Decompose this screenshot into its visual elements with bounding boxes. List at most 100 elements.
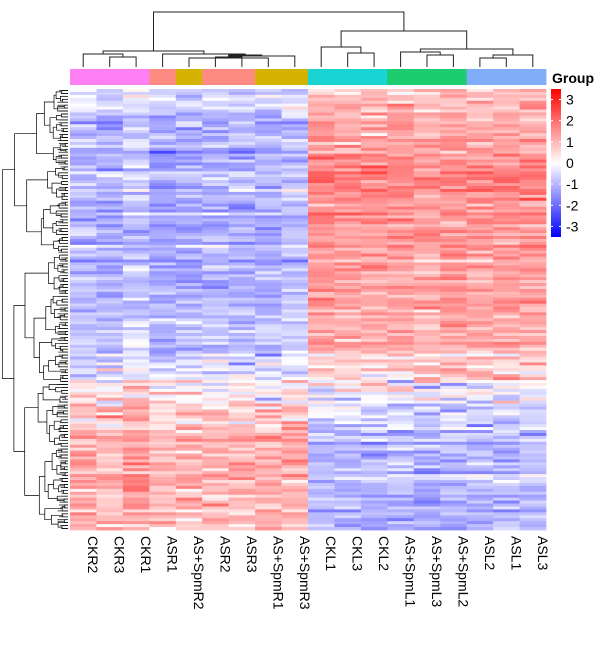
heatmap-cell <box>70 415 97 419</box>
heatmap-cell <box>334 488 362 493</box>
heatmap-cell <box>466 291 494 296</box>
heatmap-cell <box>70 283 97 287</box>
heatmap-cell <box>281 438 309 443</box>
heatmap-cell <box>202 488 230 493</box>
heatmap-cell <box>519 341 547 346</box>
heatmap-cell <box>96 103 124 108</box>
heatmap-cell <box>334 506 362 510</box>
heatmap-cell <box>202 338 230 343</box>
heatmap-cell <box>308 330 335 334</box>
heatmap-cell <box>387 112 415 116</box>
heatmap-cell <box>149 118 177 122</box>
heatmap-cell <box>413 241 441 246</box>
heatmap-cell <box>96 409 124 413</box>
heatmap-cell <box>413 477 441 481</box>
heatmap-cell <box>228 353 256 357</box>
heatmap-cell <box>493 259 520 263</box>
heatmap-cell <box>281 465 309 469</box>
heatmap-cell <box>440 488 468 493</box>
heatmap-cell <box>387 391 415 396</box>
heatmap-cell <box>202 188 230 193</box>
heatmap-cell <box>466 412 494 416</box>
heatmap-cell <box>202 297 230 302</box>
heatmap-cell <box>281 288 309 293</box>
heatmap-cell <box>493 197 520 202</box>
heatmap-cell <box>308 391 335 396</box>
heatmap-cell <box>308 512 335 516</box>
heatmap-cell <box>466 453 494 457</box>
heatmap-cell <box>149 233 177 237</box>
heatmap-cell <box>360 212 388 216</box>
heatmap-cell <box>96 406 124 410</box>
heatmap-cell <box>70 124 97 128</box>
heatmap-cell <box>493 480 520 484</box>
heatmap-cell <box>149 506 177 510</box>
heatmap-cell <box>493 482 520 487</box>
heatmap-cell <box>519 288 547 293</box>
heatmap-cell <box>70 406 97 410</box>
heatmap-cell <box>202 171 230 175</box>
dendrogram-branch <box>43 101 54 126</box>
heatmap-cell <box>466 283 494 287</box>
heatmap-cell <box>202 224 230 228</box>
heatmap-cell <box>360 432 388 437</box>
heatmap-cell <box>255 118 282 122</box>
heatmap-cell <box>334 347 362 352</box>
heatmap-cell <box>334 203 362 207</box>
heatmap-cell <box>281 335 309 340</box>
heatmap-cell <box>308 397 335 402</box>
heatmap-cell <box>175 171 203 175</box>
heatmap-cell <box>122 197 150 202</box>
heatmap-cell <box>255 230 282 234</box>
heatmap-cell <box>308 203 335 207</box>
heatmap-cell <box>466 103 494 108</box>
heatmap-cell <box>360 350 388 354</box>
heatmap-cell <box>493 300 520 305</box>
heatmap-cell <box>255 412 282 416</box>
heatmap-cell <box>149 191 177 196</box>
heatmap-cell <box>387 227 415 231</box>
heatmap-cell <box>70 150 97 155</box>
heatmap-cell <box>122 312 150 316</box>
dendrogram-branch <box>65 460 68 465</box>
heatmap-cell <box>360 491 388 496</box>
heatmap-cell <box>308 244 335 249</box>
heatmap-cell <box>255 482 282 487</box>
heatmap-cell <box>413 409 441 413</box>
heatmap-cell <box>202 89 230 93</box>
heatmap-cell <box>308 180 335 184</box>
heatmap-cell <box>255 333 282 337</box>
heatmap-cell <box>228 244 256 249</box>
heatmap-cell <box>175 500 203 504</box>
group-annotation-cell <box>70 69 97 85</box>
heatmap-cell <box>413 168 441 172</box>
heatmap-cell <box>387 109 415 113</box>
heatmap-cell <box>96 106 124 110</box>
dendrogram-branch <box>49 424 55 442</box>
heatmap-cell <box>122 191 150 196</box>
heatmap-cell <box>519 89 547 93</box>
heatmap-cell <box>334 397 362 402</box>
heatmap-cell <box>466 521 494 525</box>
heatmap-cell <box>519 306 547 310</box>
heatmap-cell <box>281 306 309 310</box>
heatmap-cell <box>413 391 441 396</box>
heatmap-cell <box>281 209 309 213</box>
heatmap-cell <box>149 194 177 199</box>
heatmap-cell <box>281 521 309 525</box>
heatmap-cell <box>149 103 177 108</box>
heatmap-cell <box>175 359 203 363</box>
heatmap-cell <box>519 424 547 428</box>
heatmap-cell <box>308 333 335 337</box>
heatmap-cell <box>70 200 97 205</box>
heatmap-cell <box>519 112 547 116</box>
heatmap-cell <box>175 497 203 501</box>
heatmap-cell <box>308 374 335 378</box>
dendrogram-branch <box>55 168 65 176</box>
heatmap-cell <box>122 488 150 493</box>
heatmap-cell <box>466 141 494 146</box>
heatmap-cell <box>255 174 282 178</box>
heatmap-cell <box>308 356 335 360</box>
heatmap-cell <box>149 162 177 166</box>
dendrogram-branch <box>64 313 68 318</box>
